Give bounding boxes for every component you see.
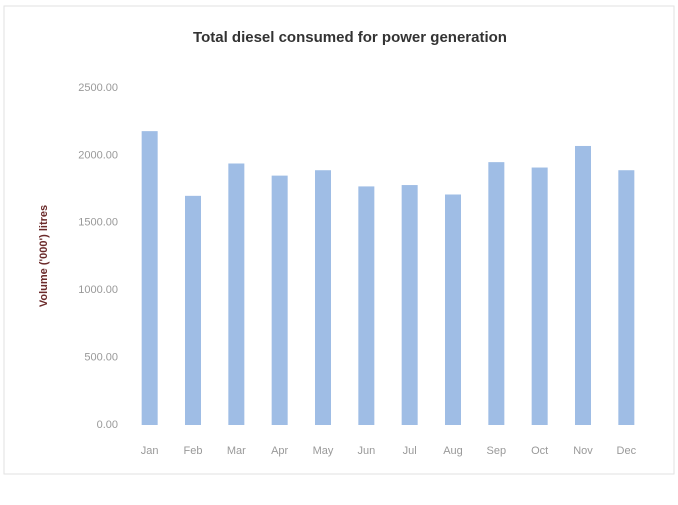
y-tick-label: 2500.00: [78, 82, 118, 94]
bar: [358, 186, 375, 425]
bar: [315, 170, 331, 425]
x-tick-label: Apr: [271, 445, 288, 457]
chart-title: Total diesel consumed for power generati…: [193, 29, 507, 46]
bar: [575, 145, 591, 426]
bar: [271, 175, 288, 425]
x-tick-label: Feb: [184, 445, 203, 457]
y-axis-label: Volume ('000') litres: [38, 205, 50, 307]
y-tick-label: 500.00: [84, 352, 118, 364]
bar: [488, 162, 505, 425]
x-tick-label: Dec: [617, 445, 637, 457]
bar: [185, 195, 201, 425]
x-tick-label: Aug: [443, 445, 463, 457]
bar: [228, 163, 245, 425]
x-tick-label: Mar: [227, 445, 246, 457]
chart-frame: [3, 5, 675, 475]
y-tick-label: 2000.00: [78, 149, 118, 161]
x-tick-label: Sep: [487, 445, 507, 457]
y-tick-label: 0.00: [97, 419, 118, 431]
x-tick-label: May: [313, 445, 334, 457]
x-tick-label: Jun: [357, 445, 375, 457]
bar: [445, 194, 461, 425]
x-tick-label: Jul: [403, 445, 417, 457]
x-tick-label: Jan: [141, 445, 159, 457]
bar: [141, 131, 158, 426]
bar: [531, 167, 548, 426]
x-tick-label: Oct: [531, 445, 548, 457]
x-tick-label: Nov: [573, 445, 593, 457]
bar: [401, 185, 418, 425]
y-tick-label: 1000.00: [78, 284, 118, 296]
bar: [618, 170, 635, 425]
y-tick-label: 1500.00: [78, 217, 118, 229]
